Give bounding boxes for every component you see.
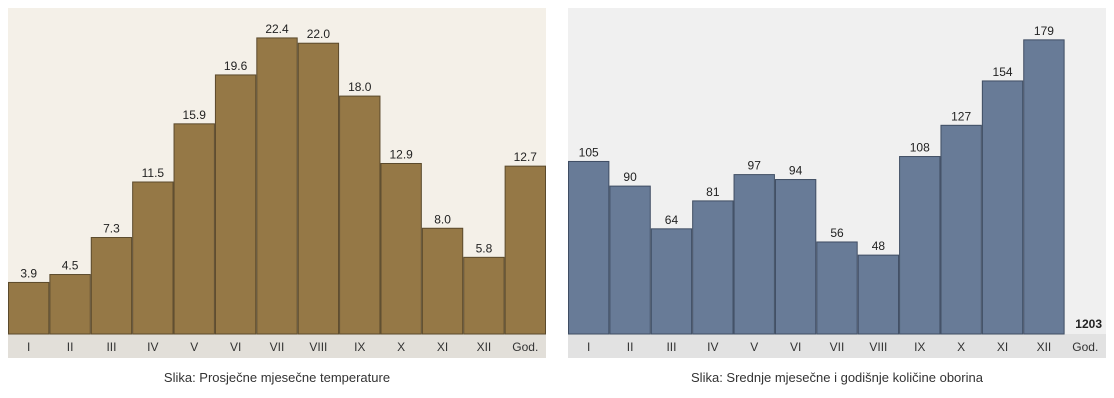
temperature-tick-label: VIII <box>309 340 327 354</box>
temperature-value-label: 22.4 <box>265 22 289 36</box>
temperature-tick-label: II <box>67 340 74 354</box>
temperature-bar <box>297 42 340 335</box>
precipitation-bar <box>692 200 734 335</box>
precipitation-tick-label: III <box>666 340 676 354</box>
precipitation-value-label: 81 <box>706 185 720 199</box>
precipitation-tick-label: VII <box>830 340 845 354</box>
precipitation-bar <box>816 241 858 335</box>
precipitation-value-label: 56 <box>830 226 844 240</box>
temperature-bar <box>90 237 133 335</box>
precipitation-value-label: 48 <box>872 239 886 253</box>
precipitation-value-label: 127 <box>951 109 971 123</box>
temperature-bar <box>380 162 422 335</box>
precipitation-bar <box>940 124 982 335</box>
temperature-value-label: 15.9 <box>183 108 207 122</box>
precipitation-bar <box>1023 39 1065 335</box>
precipitation-tick-label: II <box>627 340 634 354</box>
temperature-value-label: 12.9 <box>389 147 413 161</box>
precipitation-value-label: 105 <box>579 145 599 159</box>
precipitation-bar <box>650 228 693 335</box>
temperature-value-label: 12.7 <box>514 150 538 164</box>
precipitation-value-label: 94 <box>789 164 803 178</box>
temperature-bar <box>8 281 50 335</box>
temperature-value-label: 11.5 <box>142 166 165 180</box>
temperature-value-label: 18.0 <box>348 80 372 94</box>
precipitation-annual-total: 1203 <box>1075 317 1102 331</box>
temperature-chart-svg: 3.9 I 4.5 II 7.3 III 11.5 IV 15.9 V 19.6 VI 22.4 VII 2… <box>8 8 546 358</box>
precipitation-axis-strip <box>568 334 1106 358</box>
precipitation-bar <box>568 160 610 335</box>
temperature-chart: 3.9 I 4.5 II 7.3 III 11.5 IV 15.9 V 19.6 VI 22.4 VII 2… <box>8 8 546 358</box>
temperature-bar <box>173 123 215 335</box>
temperature-value-label: 4.5 <box>62 259 79 273</box>
precipitation-tick-label: XII <box>1037 340 1052 354</box>
precipitation-bar <box>899 156 941 335</box>
temperature-bar <box>49 274 91 335</box>
precipitation-tick-label: VIII <box>869 340 887 354</box>
precipitation-tick-label: VI <box>790 340 801 354</box>
temperature-value-label: 3.9 <box>20 266 37 280</box>
temperature-tick-label: VII <box>270 340 285 354</box>
temperature-bar <box>256 37 298 335</box>
temperature-bar <box>463 256 505 335</box>
temperature-value-label: 8.0 <box>434 212 451 226</box>
precipitation-caption: Slika: Srednje mjesečne i godišnje količ… <box>691 370 983 385</box>
temperature-value-label: 19.6 <box>224 59 248 73</box>
temperature-axis-strip <box>8 334 546 358</box>
precipitation-bar <box>774 179 817 335</box>
precipitation-bar <box>733 174 775 335</box>
temperature-tick-label: I <box>27 340 30 354</box>
precipitation-value-label: 154 <box>993 65 1013 79</box>
temperature-value-label: 7.3 <box>103 222 120 236</box>
precipitation-bar <box>609 185 651 335</box>
temperature-tick-label: V <box>190 340 198 354</box>
precipitation-tick-label: XI <box>997 340 1008 354</box>
precipitation-value-label: 97 <box>748 159 762 173</box>
precipitation-tick-label: IV <box>707 340 718 354</box>
precipitation-tick-label: X <box>957 340 965 354</box>
temperature-tick-label: IV <box>147 340 158 354</box>
temperature-tick-label: III <box>106 340 116 354</box>
precipitation-chart: 105 I 90 II 64 III 81 IV 97 V 94 VI 56 VII 48 VIII 108 IX… <box>568 8 1106 358</box>
temperature-tick-label: XII <box>477 340 492 354</box>
precipitation-value-label: 179 <box>1034 24 1054 38</box>
precipitation-value-label: 64 <box>665 213 679 227</box>
precipitation-tick-label: God. <box>1072 340 1098 354</box>
precipitation-tick-label: IX <box>914 340 925 354</box>
temperature-bar <box>214 74 257 335</box>
temperature-bar <box>421 227 464 335</box>
temperature-tick-label: VI <box>230 340 241 354</box>
precipitation-tick-label: V <box>750 340 758 354</box>
temperature-value-label: 5.8 <box>476 241 493 255</box>
temperature-value-label: 22.0 <box>307 27 331 41</box>
precipitation-bar <box>981 80 1024 335</box>
temperature-tick-label: XI <box>437 340 448 354</box>
precipitation-value-label: 108 <box>910 141 930 155</box>
temperature-tick-label: X <box>397 340 405 354</box>
temperature-tick-label: IX <box>354 340 365 354</box>
precipitation-tick-label: I <box>587 340 590 354</box>
temperature-bar <box>504 165 546 335</box>
precipitation-bar <box>857 254 900 335</box>
temperature-caption: Slika: Prosječne mjesečne temperature <box>163 370 391 385</box>
precipitation-value-label: 90 <box>623 170 637 184</box>
temperature-bar <box>339 95 381 335</box>
temperature-tick-label: God. <box>512 340 538 354</box>
temperature-bar <box>132 181 174 335</box>
precipitation-chart-svg: 105 I 90 II 64 III 81 IV 97 V 94 VI 56 VII 48 VIII 108 IX… <box>568 8 1106 358</box>
